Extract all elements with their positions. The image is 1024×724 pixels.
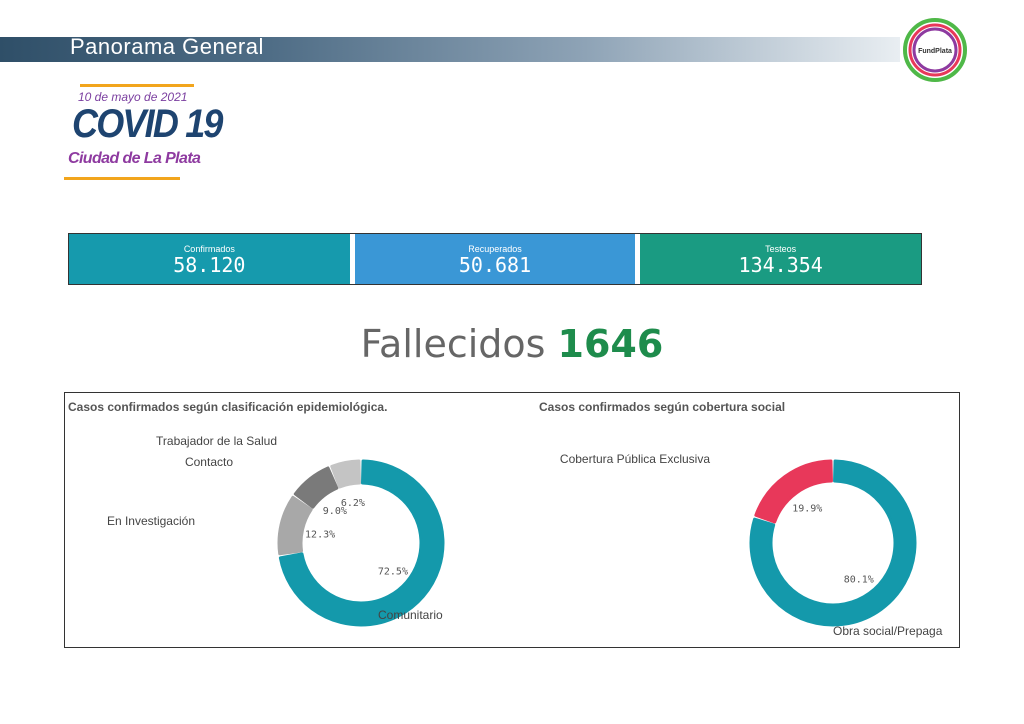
banner-city: Ciudad de La Plata: [68, 150, 201, 167]
kpi-label: Confirmados: [183, 243, 235, 254]
kpi-value: 134.354: [738, 252, 823, 277]
chart-title-cobertura: Casos confirmados según cobertura social: [539, 400, 786, 414]
banner-title: COVID 19: [72, 102, 223, 146]
deaths-value: 1646: [557, 322, 664, 366]
deaths-headline: Fallecidos 1646: [0, 322, 1024, 366]
donut-slice-en-investigacion: [277, 495, 313, 556]
header-band: [0, 37, 900, 62]
banner-top-line: [80, 84, 194, 87]
donut-value-label: 19.9%: [792, 503, 822, 514]
covid-banner: 10 de mayo de 2021 COVID 19 Ciudad de La…: [64, 84, 223, 184]
kpi-confirmados: Confirmados 58.120: [69, 234, 350, 284]
donut-slice-trabajador-de-la-salud: [330, 459, 361, 489]
donut-value-label: 9.0%: [323, 506, 347, 517]
donut-charts-svg: 72.5% Comunitario 12.3% En Investigación 9.0…: [107, 434, 943, 638]
donut-value-label: 6.2%: [341, 498, 365, 509]
donut-category-label: Obra social/Prepaga: [833, 624, 943, 638]
svg-text:FundPlata: FundPlata: [918, 48, 952, 55]
banner-bottom-line: [64, 177, 180, 180]
kpi-bar: Confirmados 58.120 Recuperados 50.681 Te…: [68, 233, 922, 285]
donut-category-label: Cobertura Pública Exclusiva: [560, 452, 710, 466]
donut-category-label: Comunitario: [378, 608, 443, 622]
fundplata-logo: FundPlata: [903, 18, 967, 82]
donut-value-label: 80.1%: [844, 575, 874, 586]
donut-slice-cobertura-publica-exclusiva: [754, 459, 833, 524]
kpi-recuperados: Recuperados 50.681: [349, 234, 636, 284]
donut-category-label: En Investigación: [107, 514, 195, 528]
donut-slice-obra-social-prepaga: [749, 459, 917, 627]
kpi-label: Testeos: [765, 243, 797, 254]
page-title: Panorama General: [70, 34, 264, 59]
kpi-label: Recuperados: [468, 243, 522, 254]
donut-category-label: Trabajador de la Salud: [156, 434, 277, 448]
donut-value-label: 12.3%: [305, 529, 335, 540]
banner-date: 10 de mayo de 2021: [78, 90, 188, 104]
chart-title-epidemiologica: Casos confirmados según clasificación ep…: [68, 400, 388, 414]
donut-slice-comunitario: [278, 459, 445, 627]
kpi-testeos: Testeos 134.354: [635, 234, 922, 284]
kpi-value: 58.120: [173, 252, 246, 277]
donut-value-label: 72.5%: [378, 566, 408, 577]
donut-epidemiologica: 72.5% Comunitario 12.3% En Investigación 9.0…: [107, 434, 445, 627]
donut-cobertura: 80.1% Obra social/Prepaga 19.9% Cobertura P…: [560, 452, 943, 638]
deaths-label: Fallecidos: [360, 322, 546, 366]
donut-category-label: Contacto: [185, 455, 233, 469]
donut-slice-contacto: [293, 466, 339, 509]
charts-panel: Casos confirmados según clasificación ep…: [64, 392, 960, 648]
kpi-value: 50.681: [458, 252, 532, 277]
